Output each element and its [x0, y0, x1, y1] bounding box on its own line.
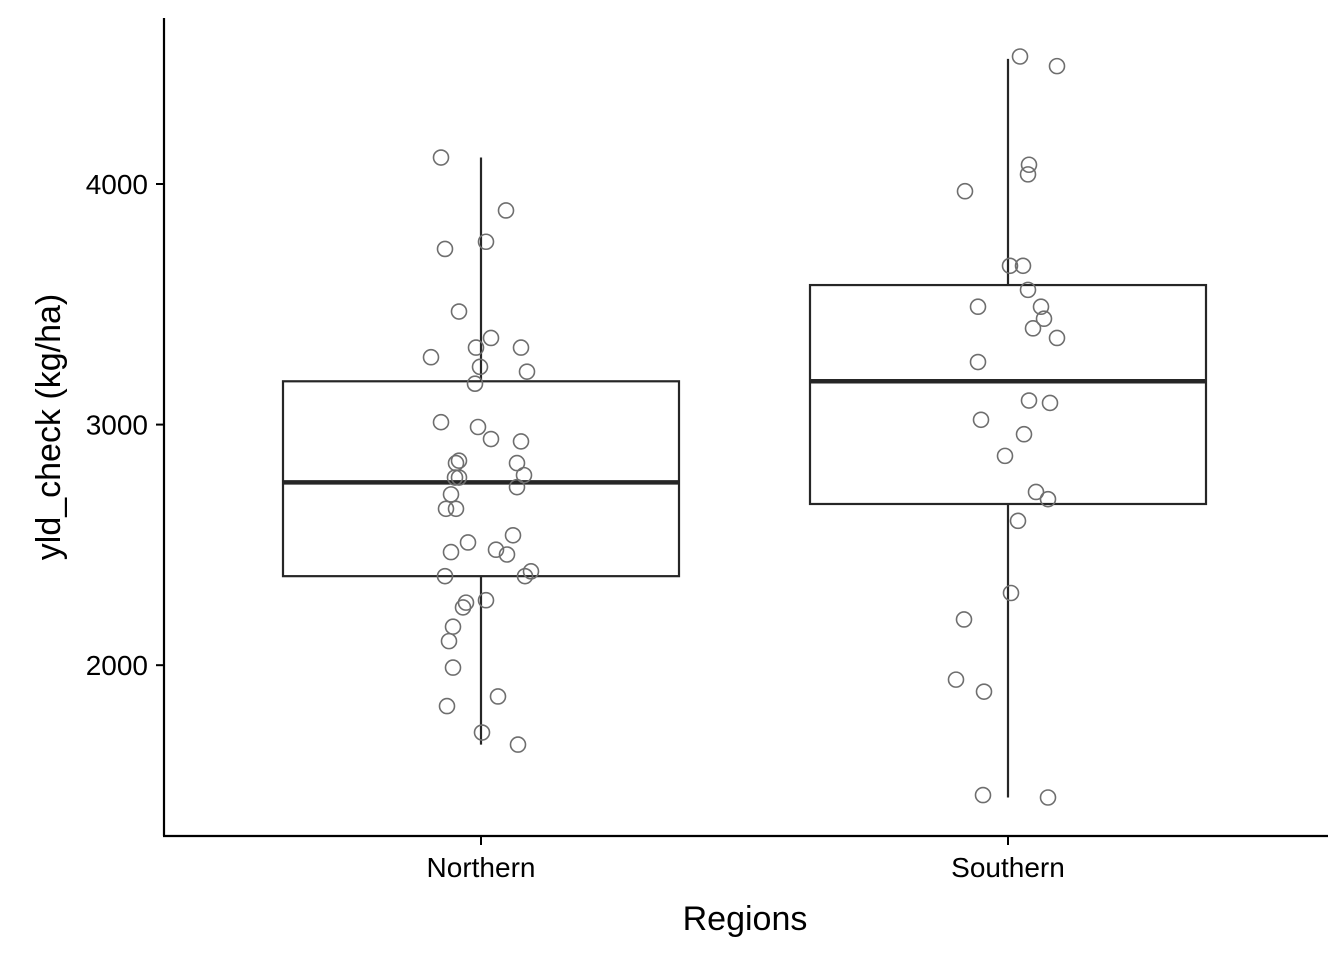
data-point-southern	[1039, 789, 1057, 806]
data-point-northern	[489, 688, 507, 705]
data-point-southern	[1048, 329, 1066, 347]
data-point-southern	[1035, 310, 1053, 328]
data-point-northern	[509, 736, 527, 753]
data-point-southern	[1041, 394, 1059, 412]
data-point-southern	[969, 298, 987, 316]
data-point-southern	[1011, 48, 1029, 65]
data-point-southern	[1032, 298, 1050, 316]
data-point-southern	[974, 786, 992, 804]
data-point-southern	[969, 353, 987, 371]
data-point-northern	[446, 469, 464, 486]
data-point-northern	[450, 452, 468, 469]
y-axis-title: yld_check (kg/ha)	[30, 294, 68, 560]
data-point-northern	[508, 454, 526, 472]
axis-ticks: 2000 3000 4000 Northern Southern	[86, 169, 1065, 883]
data-point-southern	[1014, 257, 1032, 275]
data-point-southern	[1020, 392, 1038, 409]
data-point-southern	[1027, 483, 1045, 501]
data-point-northern	[442, 543, 460, 561]
data-point-southern	[1019, 281, 1037, 299]
data-point-northern	[442, 486, 460, 503]
data-point-northern	[477, 233, 495, 251]
data-point-northern	[432, 149, 450, 166]
data-point-northern	[436, 567, 454, 585]
data-point-southern	[956, 182, 974, 200]
data-point-northern	[471, 358, 489, 376]
data-point-southern	[1039, 490, 1057, 508]
data-point-northern	[444, 618, 462, 635]
data-point-northern	[497, 202, 515, 219]
y-tick-label: 3000	[86, 410, 148, 441]
data-point-northern	[487, 541, 505, 559]
y-tick-label: 2000	[86, 650, 148, 681]
data-point-northern	[437, 500, 455, 518]
data-point-southern	[1015, 425, 1033, 443]
data-point-northern	[459, 534, 477, 551]
data-point-southern	[996, 447, 1014, 465]
data-point-northern	[477, 591, 495, 609]
data-point-southern	[1002, 584, 1020, 602]
data-point-northern	[512, 433, 530, 450]
data-point-northern	[516, 567, 534, 585]
x-tick-label-northern: Northern	[427, 852, 536, 883]
x-axis-title: Regions	[683, 900, 808, 938]
data-point-northern	[473, 724, 491, 741]
data-point-northern	[447, 500, 465, 518]
data-point-southern	[947, 671, 965, 688]
data-point-northern	[438, 697, 456, 715]
data-point-northern	[512, 339, 530, 356]
data-point-northern	[482, 329, 500, 347]
data-point-northern	[450, 469, 468, 486]
data-point-northern	[440, 632, 458, 650]
data-point-southern	[955, 611, 973, 628]
data-point-northern	[454, 599, 472, 616]
data-point-southern	[972, 411, 990, 429]
data-point-northern	[518, 363, 536, 380]
box-southern	[808, 283, 1208, 506]
data-point-northern	[422, 348, 440, 366]
data-point-northern	[508, 478, 526, 496]
data-point-northern	[504, 526, 522, 544]
data-point-northern	[515, 466, 533, 484]
data-point-southern	[1024, 320, 1042, 337]
data-point-northern	[436, 240, 454, 258]
data-point-southern	[1048, 57, 1066, 75]
data-point-southern	[1009, 512, 1027, 530]
data-point-northern	[457, 594, 475, 611]
plot-area	[281, 48, 1208, 806]
data-point-northern	[498, 546, 516, 563]
data-point-northern	[522, 563, 540, 580]
data-point-northern	[432, 413, 450, 431]
data-point-northern	[444, 659, 462, 676]
data-point-northern	[450, 303, 468, 320]
data-point-northern	[467, 339, 485, 356]
y-tick-label: 4000	[86, 169, 148, 200]
data-point-northern	[469, 418, 487, 436]
data-point-southern	[1020, 156, 1038, 174]
data-point-northern	[466, 375, 484, 392]
x-tick-label-southern: Southern	[951, 852, 1065, 883]
data-point-southern	[975, 683, 993, 700]
data-point-southern	[1019, 166, 1037, 183]
box-northern	[281, 380, 681, 578]
data-point-southern	[1001, 257, 1019, 275]
data-point-northern	[482, 430, 500, 448]
